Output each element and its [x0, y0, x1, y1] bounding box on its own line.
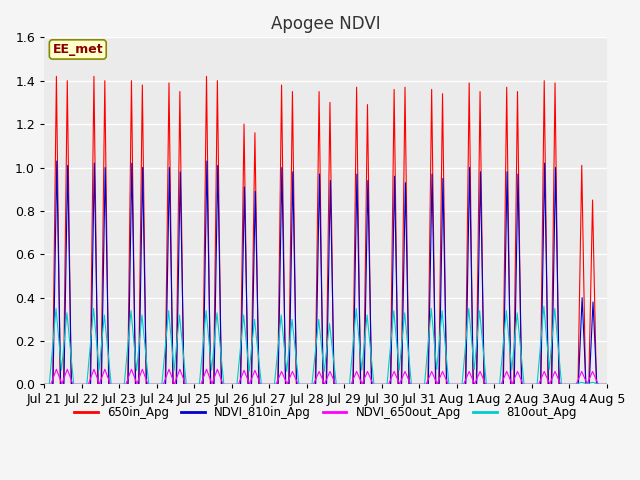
- 650in_Apg: [251, 140, 259, 146]
- 810out_Apg: [40, 382, 48, 387]
- 810out_Apg: [603, 382, 611, 387]
- NDVI_810in_Apg: [483, 382, 491, 387]
- NDVI_810in_Apg: [155, 382, 163, 387]
- 650in_Apg: [403, 257, 411, 263]
- NDVI_650out_Apg: [161, 379, 168, 384]
- NDVI_810in_Apg: [403, 276, 411, 282]
- 650in_Apg: [52, 73, 60, 79]
- NDVI_650out_Apg: [483, 382, 491, 387]
- 650in_Apg: [603, 382, 611, 387]
- NDVI_650out_Apg: [40, 382, 48, 387]
- Line: NDVI_650out_Apg: NDVI_650out_Apg: [44, 369, 607, 384]
- NDVI_650out_Apg: [601, 382, 609, 387]
- 810out_Apg: [161, 354, 168, 360]
- Legend: 650in_Apg, NDVI_810in_Apg, NDVI_650out_Apg, 810out_Apg: 650in_Apg, NDVI_810in_Apg, NDVI_650out_A…: [70, 401, 581, 424]
- 650in_Apg: [601, 382, 609, 387]
- NDVI_650out_Apg: [52, 366, 60, 372]
- NDVI_810in_Apg: [40, 382, 48, 387]
- NDVI_650out_Apg: [251, 368, 259, 373]
- NDVI_810in_Apg: [161, 382, 168, 387]
- Line: 650in_Apg: 650in_Apg: [44, 76, 607, 384]
- Text: EE_met: EE_met: [52, 43, 103, 56]
- NDVI_810in_Apg: [603, 382, 611, 387]
- 810out_Apg: [540, 303, 548, 309]
- NDVI_810in_Apg: [251, 216, 259, 221]
- NDVI_810in_Apg: [53, 158, 61, 164]
- 810out_Apg: [483, 382, 491, 387]
- NDVI_650out_Apg: [155, 382, 163, 387]
- 810out_Apg: [155, 382, 163, 387]
- 810out_Apg: [251, 318, 259, 324]
- NDVI_650out_Apg: [603, 382, 611, 387]
- 650in_Apg: [155, 382, 163, 387]
- Title: Apogee NDVI: Apogee NDVI: [271, 15, 380, 33]
- NDVI_650out_Apg: [403, 373, 411, 379]
- 650in_Apg: [161, 382, 168, 387]
- Line: NDVI_810in_Apg: NDVI_810in_Apg: [44, 161, 607, 384]
- 650in_Apg: [483, 382, 491, 387]
- 650in_Apg: [40, 382, 48, 387]
- NDVI_810in_Apg: [601, 382, 609, 387]
- 810out_Apg: [601, 382, 609, 387]
- 810out_Apg: [403, 336, 411, 342]
- Line: 810out_Apg: 810out_Apg: [44, 306, 607, 384]
